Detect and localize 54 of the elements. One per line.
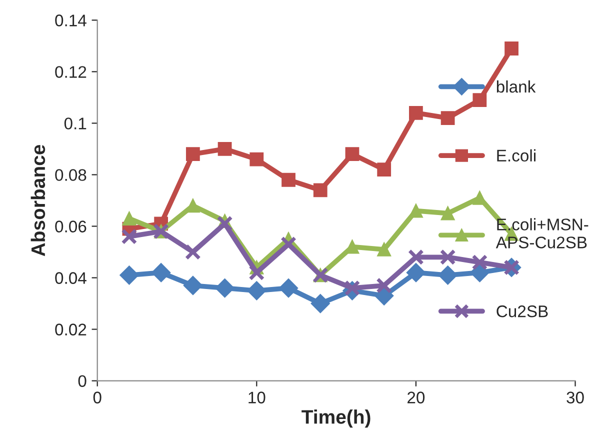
point (152, 263, 171, 282)
x-tick-label: 0 (93, 392, 102, 404)
point (345, 147, 360, 162)
point (280, 236, 296, 252)
point (472, 93, 487, 107)
legend-label: E.coli (497, 149, 536, 162)
y-tick-label: 0.1 (64, 118, 86, 130)
point (376, 278, 392, 294)
point (186, 198, 200, 213)
point (248, 264, 265, 281)
y-tick-label: 0.04 (55, 272, 86, 284)
y-tick-label: 0.12 (55, 66, 86, 78)
point (183, 276, 202, 296)
point (218, 142, 232, 156)
x-tick-label: 30 (566, 392, 584, 404)
point (374, 286, 394, 306)
y-tick-label: 0.14 (55, 14, 86, 26)
point (504, 42, 518, 56)
point (310, 294, 330, 314)
y-tick-label: 0.02 (55, 324, 86, 336)
y-tick-label: 0.08 (55, 169, 86, 181)
point (377, 162, 392, 177)
legend-label: blank (496, 80, 536, 93)
point (377, 242, 392, 256)
point (472, 190, 487, 205)
y-tick-label: 0 (78, 375, 86, 388)
point (406, 263, 426, 282)
point (120, 266, 139, 285)
point (278, 278, 298, 298)
x-axis-title: Time(h) (302, 410, 370, 428)
x-tick-label: 10 (248, 392, 266, 404)
point (438, 266, 458, 285)
point (440, 249, 456, 266)
y-axis-title: Absorbance (30, 144, 46, 256)
point (121, 228, 138, 245)
point (282, 172, 296, 187)
point (472, 254, 488, 270)
point (250, 152, 264, 166)
legend-label: Cu2SB (496, 305, 548, 318)
point (409, 106, 423, 120)
point (470, 263, 490, 282)
point (122, 212, 136, 226)
x-tick-label: 20 (408, 392, 425, 404)
point (215, 278, 234, 298)
point (409, 204, 423, 218)
y-tick-label: 0.06 (55, 220, 86, 232)
point (247, 281, 266, 300)
point (408, 249, 424, 266)
point (440, 206, 455, 220)
point (313, 183, 328, 198)
point (440, 111, 455, 125)
point (184, 244, 201, 260)
point (186, 147, 200, 162)
point (216, 216, 233, 232)
